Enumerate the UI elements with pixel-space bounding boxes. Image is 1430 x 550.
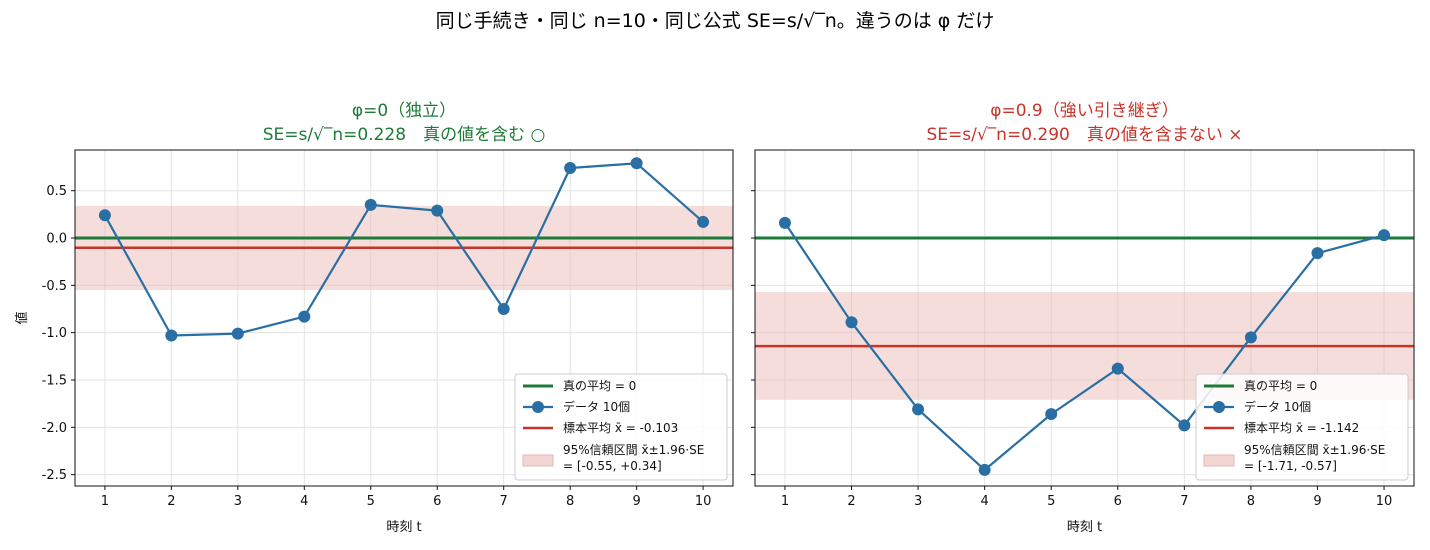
data-point [564,161,577,174]
x-tick-label: 3 [914,494,922,509]
x-tick-label: 7 [1180,494,1188,509]
plot-frame [754,149,1415,487]
y-tick-label: -2.0 [42,421,67,436]
data-series-line [103,162,704,337]
data-point [165,329,178,342]
legend-label-ci-line1: 95%信頼区間 x̄±1.96·SE [563,443,704,457]
x-axis-label: 時刻 t [386,520,421,535]
legend-label-true-mean: 真の平均 = 0 [563,379,636,393]
panel-title-line2: SE=s/√‾n=0.290 真の値を含まない × [926,125,1242,145]
data-point [231,327,244,340]
x-tick-label: 2 [847,494,855,509]
x-tick-label: 8 [1247,494,1255,509]
legend-label-sample-mean: 標本平均 x̄ = -1.142 [1244,421,1359,435]
data-point [1111,362,1124,375]
legend-handle-data-marker [532,401,544,413]
x-tick-label: 4 [981,494,989,509]
legend-label-ci-line1: 95%信頼区間 x̄±1.96·SE [1244,443,1385,457]
x-tick-label: 8 [566,494,574,509]
legend-handle-data-marker [1213,401,1225,413]
legend-label-true-mean: 真の平均 = 0 [1244,379,1317,393]
y-tick-label: 0.0 [46,232,67,247]
legend-box [1195,373,1409,481]
legend-label-ci-line2: = [-0.55, +0.34] [563,459,662,473]
data-point [630,157,643,170]
y-tick-label: -2.5 [42,468,67,483]
data-point [298,310,311,323]
data-point [1378,229,1391,242]
panel-title-line1: φ=0.9（強い引き継ぎ） [990,101,1179,121]
data-point [431,204,444,217]
x-tick-label: 9 [632,494,640,509]
y-axis-label: 値 [14,311,30,324]
x-tick-label: 7 [500,494,508,509]
data-point [697,215,710,228]
panel-independent: φ=0（独立） SE=s/√‾n=0.228 真の値を含む ○ 0.5 0.0 -0.5… [42,101,734,535]
data-point [778,216,791,229]
x-tick-label: 5 [1047,494,1055,509]
legend-handle-ci [1203,454,1235,467]
x-tick-label: 1 [101,494,109,509]
data-point [1311,247,1324,260]
x-tick-label: 5 [367,494,375,509]
y-tick-label: -1.5 [42,373,67,388]
data-point [912,403,925,416]
legend-box [514,373,728,481]
legend-label-data: データ 10個 [1244,399,1311,414]
panel-title-line2: SE=s/√‾n=0.228 真の値を含む ○ [263,125,546,145]
data-point [497,303,510,316]
panel-title-line1: φ=0（独立） [352,101,456,121]
data-point [1244,331,1257,344]
y-tick-label: -0.5 [42,279,67,294]
figure-suptitle: 同じ手続き・同じ n=10・同じ公式 SE=s/√‾n。違うのは φ だけ [436,10,995,32]
plot-frame [74,149,734,487]
x-tick-label: 1 [781,494,789,509]
x-tick-label: 3 [234,494,242,509]
data-point [978,463,991,476]
x-tick-label: 9 [1313,494,1321,509]
x-tick-label: 10 [695,494,712,509]
data-point [364,198,377,211]
data-point [845,316,858,329]
legend-handle-ci [522,454,554,467]
x-tick-label: 6 [433,494,441,509]
data-series-line [784,222,1385,471]
data-point [98,209,111,222]
y-tick-label: 0.5 [46,184,67,199]
x-tick-label: 2 [167,494,175,509]
x-tick-label: 10 [1376,494,1393,509]
x-tick-label: 6 [1114,494,1122,509]
x-axis-label: 時刻 t [1067,520,1102,535]
legend-label-data: データ 10個 [563,399,630,414]
panel-autocorrelated: φ=0.9（強い引き継ぎ） SE=s/√‾n=0.290 真の値を含まない × 1 2… [751,101,1415,535]
data-point [1178,419,1191,432]
legend-label-ci-line2: = [-1.71, -0.57] [1244,459,1337,473]
y-tick-label: -1.0 [42,326,67,341]
data-point [1045,408,1058,421]
legend-label-sample-mean: 標本平均 x̄ = -0.103 [563,421,678,435]
x-tick-label: 4 [300,494,308,509]
